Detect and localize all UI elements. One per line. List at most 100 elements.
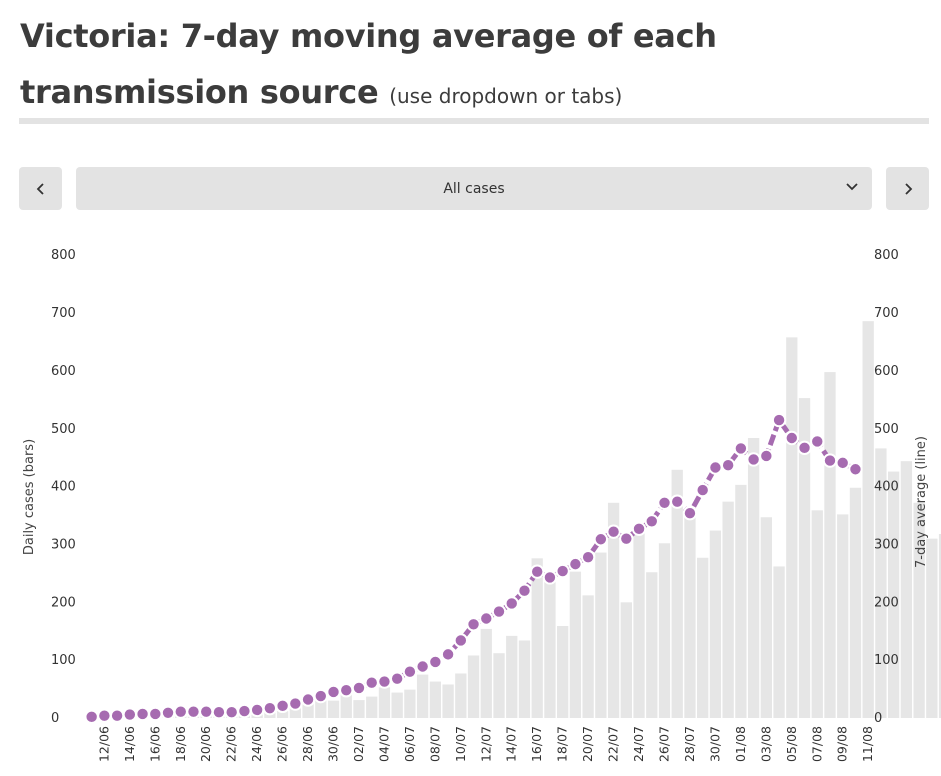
- line-point: [479, 611, 494, 626]
- y-tick-left: 300: [51, 538, 76, 553]
- bar: [849, 487, 862, 718]
- bar: [327, 700, 340, 718]
- bar: [926, 538, 938, 718]
- previous-button[interactable]: [19, 167, 62, 210]
- bar: [747, 438, 760, 718]
- bar: [289, 707, 301, 718]
- line-point: [135, 706, 150, 722]
- line-point: [351, 680, 367, 696]
- line-point: [555, 563, 570, 579]
- line-point: [389, 671, 405, 686]
- x-tick-label: 24/07: [631, 726, 646, 762]
- x-tick-label: 07/08: [809, 726, 824, 762]
- x-tick-label: 26/07: [657, 726, 672, 762]
- bar: [875, 448, 887, 718]
- line-point: [517, 583, 532, 598]
- bar: [557, 626, 569, 718]
- line-point: [491, 604, 507, 619]
- bar: [798, 398, 811, 718]
- bar: [391, 692, 403, 718]
- line-point: [568, 556, 583, 572]
- bar: [709, 530, 722, 718]
- line-point: [186, 704, 201, 719]
- line-point: [160, 705, 176, 720]
- x-tick-label: 10/07: [453, 726, 468, 762]
- bar: [697, 557, 709, 718]
- line-point: [682, 506, 698, 521]
- x-tick-label: 16/07: [529, 726, 544, 762]
- line-point: [428, 654, 443, 670]
- bar: [824, 372, 836, 718]
- bar: [595, 552, 607, 718]
- line-point: [810, 434, 825, 449]
- y-tick-left: 500: [51, 422, 76, 437]
- y-tick-right: 200: [874, 595, 899, 610]
- line-point: [835, 455, 850, 471]
- line-point: [453, 633, 469, 648]
- line-point: [211, 705, 227, 720]
- x-tick-label: 12/06: [96, 726, 111, 762]
- line-point: [644, 514, 659, 529]
- x-tick-label: 12/07: [478, 726, 493, 762]
- transmission-source-dropdown[interactable]: All cases: [76, 167, 872, 210]
- bar: [735, 484, 747, 718]
- line-point: [313, 688, 328, 704]
- x-tick-label: 01/08: [733, 726, 748, 762]
- x-tick-label: 18/07: [555, 726, 570, 762]
- bar: [404, 689, 416, 718]
- bar: [518, 640, 531, 718]
- chevron-down-icon: [846, 183, 858, 191]
- bar: [531, 558, 543, 718]
- y-tick-right: 500: [874, 422, 899, 437]
- next-button[interactable]: [886, 167, 929, 210]
- bar: [786, 337, 798, 718]
- line-point: [670, 494, 685, 509]
- y-tick-left: 200: [51, 595, 76, 610]
- line-point: [466, 617, 481, 632]
- y-tick-right: 300: [874, 538, 899, 553]
- line-point: [84, 709, 99, 725]
- line-point: [262, 700, 278, 716]
- x-tick-label: 02/07: [351, 726, 366, 762]
- bar: [544, 577, 556, 718]
- line-point: [542, 570, 558, 585]
- x-tick-label: 20/06: [198, 726, 213, 762]
- bar: [302, 702, 314, 718]
- line-point: [97, 708, 112, 723]
- title-subtitle: (use dropdown or tabs): [389, 84, 623, 108]
- y-tick-right: 600: [874, 364, 899, 379]
- bar: [455, 673, 467, 718]
- chevron-right-icon: [904, 182, 912, 195]
- line-point: [237, 703, 252, 719]
- x-axis: 12/06 14/06 16/06 18/06 20/06 22/06 24/06 26/06…: [96, 726, 875, 762]
- bar: [569, 571, 582, 718]
- y-tick-right: 0: [874, 711, 882, 726]
- x-tick-label: 30/07: [707, 726, 722, 762]
- bar: [722, 501, 734, 718]
- x-tick-label: 16/06: [147, 726, 162, 762]
- bar: [938, 534, 941, 718]
- bar: [366, 696, 378, 718]
- line-point: [275, 698, 290, 714]
- y-tick-right: 100: [874, 653, 899, 668]
- title-divider: [19, 118, 929, 124]
- line-point: [249, 702, 265, 718]
- line-point: [440, 647, 456, 662]
- bar: [913, 502, 925, 718]
- line-point: [848, 462, 863, 477]
- y-tick-left: 600: [51, 364, 76, 379]
- bar: [353, 700, 365, 718]
- line-point: [593, 532, 609, 547]
- x-tick-label: 22/07: [606, 726, 621, 762]
- bar: [837, 514, 849, 718]
- line-point: [364, 675, 379, 690]
- line-point: [771, 412, 787, 428]
- bar: [480, 628, 492, 718]
- line-point: [695, 482, 710, 498]
- y-axis-right: 0 100 200 300 400 500 600 700 800: [874, 248, 899, 726]
- bar: [862, 321, 874, 718]
- x-tick-label: 20/07: [580, 726, 595, 762]
- bar: [416, 674, 429, 718]
- bar: [900, 461, 913, 718]
- bar: [582, 595, 594, 718]
